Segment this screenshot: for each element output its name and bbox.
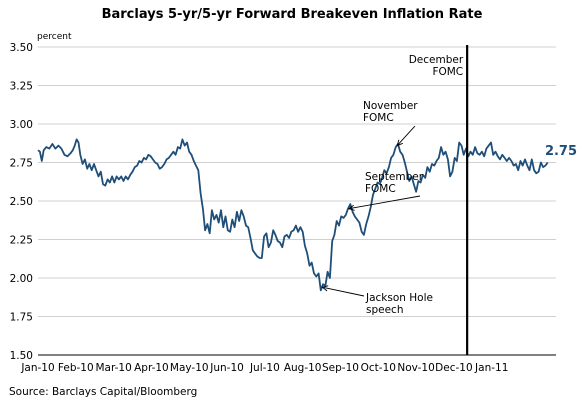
y-axis-tick-labels: 1.50 1.75 2.00 2.25 2.50 2.75 3.00 3.25 3.50: [10, 42, 33, 362]
x-tick-label: Nov-10: [397, 362, 434, 374]
x-tick-label: Jul-10: [249, 362, 280, 374]
jackson-hole-speech-label: Jackson Hole speech: [365, 292, 433, 316]
y-tick-label: 2.75: [10, 158, 33, 170]
december-fomc-label: December FOMC: [409, 54, 464, 78]
x-tick-label: Oct-10: [361, 362, 396, 374]
y-tick-label: 2.50: [10, 196, 33, 208]
september-fomc-arrowhead: [347, 204, 355, 211]
x-tick-label: Feb-10: [58, 362, 94, 374]
x-tick-label: Mar-10: [95, 362, 131, 374]
november-fomc-arrowhead: [396, 139, 403, 147]
november-fomc-label: November FOMC: [363, 100, 418, 124]
x-tick-label: Aug-10: [284, 362, 322, 374]
source-note: Source: Barclays Capital/Bloomberg: [9, 386, 197, 398]
y-tick-label: 3.00: [10, 119, 33, 131]
jackson-hole-speech-arrow: [322, 286, 365, 297]
x-tick-label: Sep-10: [322, 362, 359, 374]
x-tick-label: Jan-11: [474, 362, 508, 374]
x-tick-label: Jun-10: [209, 362, 244, 374]
december-fomc-marker: December FOMC: [409, 45, 469, 355]
y-tick-label: 3.25: [10, 81, 33, 93]
x-tick-label: Dec-10: [435, 362, 472, 374]
november-fomc-arrow: [396, 125, 416, 146]
september-fomc-label: September FOMC: [365, 171, 424, 195]
y-tick-label: 1.50: [10, 350, 33, 362]
jackson-hole-speech-arrowhead: [321, 285, 329, 292]
chart-title: Barclays 5-yr/5-yr Forward Breakeven Inf…: [102, 7, 483, 22]
y-axis-unit-label: percent: [37, 32, 72, 42]
x-tick-label: Jan-10: [20, 362, 54, 374]
y-tick-label: 2.25: [10, 235, 33, 247]
september-fomc-arrow: [348, 195, 421, 210]
x-tick-label: May-10: [170, 362, 209, 374]
y-tick-label: 1.75: [10, 312, 33, 324]
x-axis-tick-labels: Jan-10 Feb-10 Mar-10 Apr-10 May-10 Jun-10 Jul-…: [20, 362, 508, 374]
series-layer: [37, 138, 549, 292]
y-tick-label: 3.50: [10, 42, 33, 54]
series-line-breakeven-rate: [37, 138, 549, 292]
x-tick-label: Apr-10: [134, 362, 169, 374]
annotations: November FOMC September FOMC Jackson Hole spe…: [321, 100, 433, 316]
y-tick-label: 2.00: [10, 273, 33, 285]
last-value-label: 2.75: [545, 144, 577, 159]
gridlines: [38, 46, 556, 317]
